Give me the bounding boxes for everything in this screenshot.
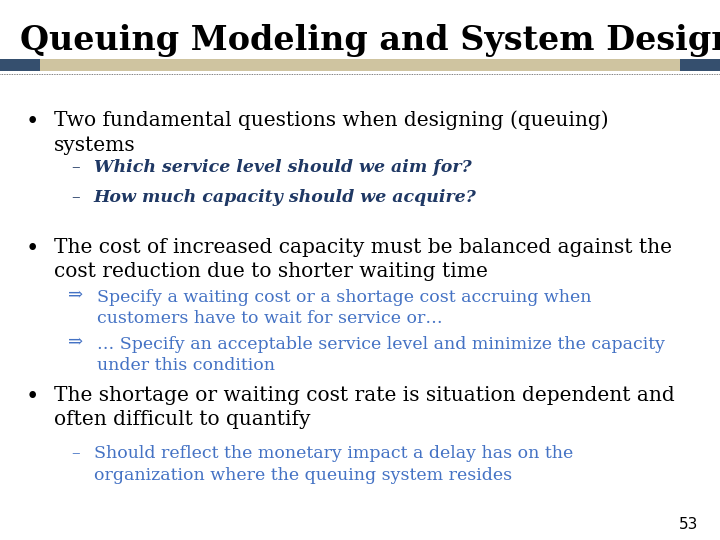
Text: •: •	[26, 386, 39, 408]
Text: Specify a waiting cost or a shortage cost accruing when
customers have to wait f: Specify a waiting cost or a shortage cos…	[97, 289, 592, 327]
Text: Which service level should we aim for?: Which service level should we aim for?	[94, 159, 471, 176]
Text: How much capacity should we acquire?: How much capacity should we acquire?	[94, 189, 477, 206]
Text: •: •	[26, 111, 39, 133]
Text: •: •	[26, 238, 39, 260]
Bar	[680, 59, 720, 71]
Text: –: –	[71, 446, 80, 462]
Text: Queuing Modeling and System Design (II): Queuing Modeling and System Design (II)	[20, 24, 720, 57]
Bar	[0, 59, 40, 71]
Text: … Specify an acceptable service level and minimize the capacity
under this condi: … Specify an acceptable service level an…	[97, 336, 665, 374]
Text: Two fundamental questions when designing (queuing)
systems: Two fundamental questions when designing…	[54, 111, 608, 154]
Text: The shortage or waiting cost rate is situation dependent and
often difficult to : The shortage or waiting cost rate is sit…	[54, 386, 675, 429]
Text: ⇒: ⇒	[68, 286, 84, 304]
Text: 53: 53	[679, 517, 698, 532]
Text: –: –	[71, 159, 80, 176]
Text: –: –	[71, 189, 80, 206]
Text: ⇒: ⇒	[68, 333, 84, 351]
Text: The cost of increased capacity must be balanced against the
cost reduction due t: The cost of increased capacity must be b…	[54, 238, 672, 281]
Text: Should reflect the monetary impact a delay has on the
organization where the que: Should reflect the monetary impact a del…	[94, 446, 573, 484]
Bar	[40, 59, 680, 71]
